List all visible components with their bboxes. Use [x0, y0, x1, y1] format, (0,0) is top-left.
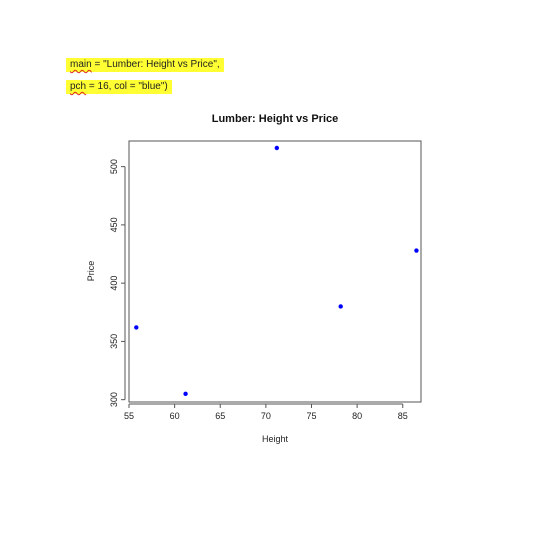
y-tick-label: 500: [109, 159, 119, 174]
data-point: [414, 248, 419, 253]
x-tick-label: 55: [124, 411, 134, 421]
data-point: [183, 391, 188, 397]
chart-title: Lumber: Height vs Price: [212, 113, 339, 125]
code-line-pch: pch = 16, col = "blue"): [66, 80, 172, 94]
x-tick-label: 85: [398, 411, 408, 421]
x-tick-label: 75: [306, 411, 316, 421]
x-tick-label: 60: [170, 411, 180, 421]
y-tick-label: 450: [109, 217, 119, 232]
plot-frame: [128, 140, 422, 403]
code-text-pch: = 16, col = "blue"): [86, 81, 168, 92]
code-line-main: main = "Lumber: Height vs Price",: [66, 58, 224, 72]
x-axis-label: Height: [262, 434, 289, 444]
x-tick-label: 65: [215, 411, 225, 421]
code-keyword-main: main: [70, 59, 92, 70]
data-point: [134, 325, 139, 330]
data-point: [274, 145, 280, 151]
code-text-main: = "Lumber: Height vs Price",: [91, 59, 220, 70]
data-point: [338, 304, 343, 309]
x-axis: 55 60 65 70 75 80 85: [124, 403, 408, 421]
y-tick-label: 300: [109, 392, 119, 407]
y-axis-label: Price: [86, 261, 96, 282]
x-tick-label: 80: [352, 411, 362, 421]
code-keyword-pch: pch: [70, 81, 87, 92]
y-tick-label: 350: [109, 334, 119, 349]
data-points: [134, 145, 419, 397]
x-tick-label: 70: [261, 411, 271, 421]
y-tick-label: 400: [109, 276, 119, 291]
y-axis: 300 350 400 450 500: [109, 159, 126, 407]
